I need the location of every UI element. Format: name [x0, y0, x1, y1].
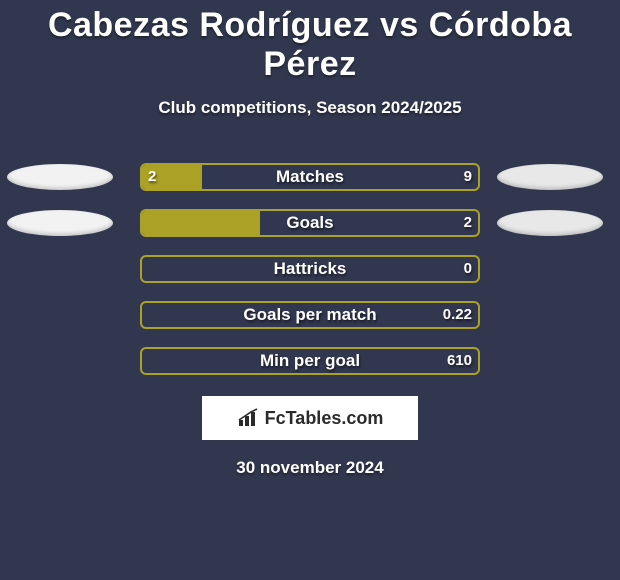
player-ellipse-left	[7, 210, 113, 236]
stat-row: Goals2	[0, 200, 620, 246]
stat-row: Hattricks0	[0, 246, 620, 292]
stat-value-right: 0.22	[443, 301, 472, 329]
brand-logo: FcTables.com	[202, 396, 418, 440]
stat-value-right: 0	[464, 255, 472, 283]
stat-value-right: 9	[464, 163, 472, 191]
comparison-card: Cabezas Rodríguez vs Córdoba Pérez Club …	[0, 0, 620, 580]
stat-bar-fill	[142, 211, 260, 235]
stat-rows: Matches29Goals2Hattricks0Goals per match…	[0, 154, 620, 384]
brand-text: FcTables.com	[265, 408, 384, 429]
player-ellipse-right	[497, 164, 603, 190]
stat-row: Goals per match0.22	[0, 292, 620, 338]
stat-bar-track	[140, 347, 480, 375]
stat-value-right: 2	[464, 209, 472, 237]
stat-row: Min per goal610	[0, 338, 620, 384]
stat-value-right: 610	[447, 347, 472, 375]
stat-bar-track	[140, 209, 480, 237]
stat-bar-track	[140, 301, 480, 329]
chart-icon	[237, 408, 261, 428]
page-title: Cabezas Rodríguez vs Córdoba Pérez	[0, 0, 620, 84]
page-subtitle: Club competitions, Season 2024/2025	[0, 98, 620, 118]
stat-value-left: 2	[148, 163, 156, 191]
stat-bar-track	[140, 163, 480, 191]
player-ellipse-right	[497, 210, 603, 236]
stat-bar-track	[140, 255, 480, 283]
player-ellipse-left	[7, 164, 113, 190]
footer-date: 30 november 2024	[0, 458, 620, 478]
stat-row: Matches29	[0, 154, 620, 200]
